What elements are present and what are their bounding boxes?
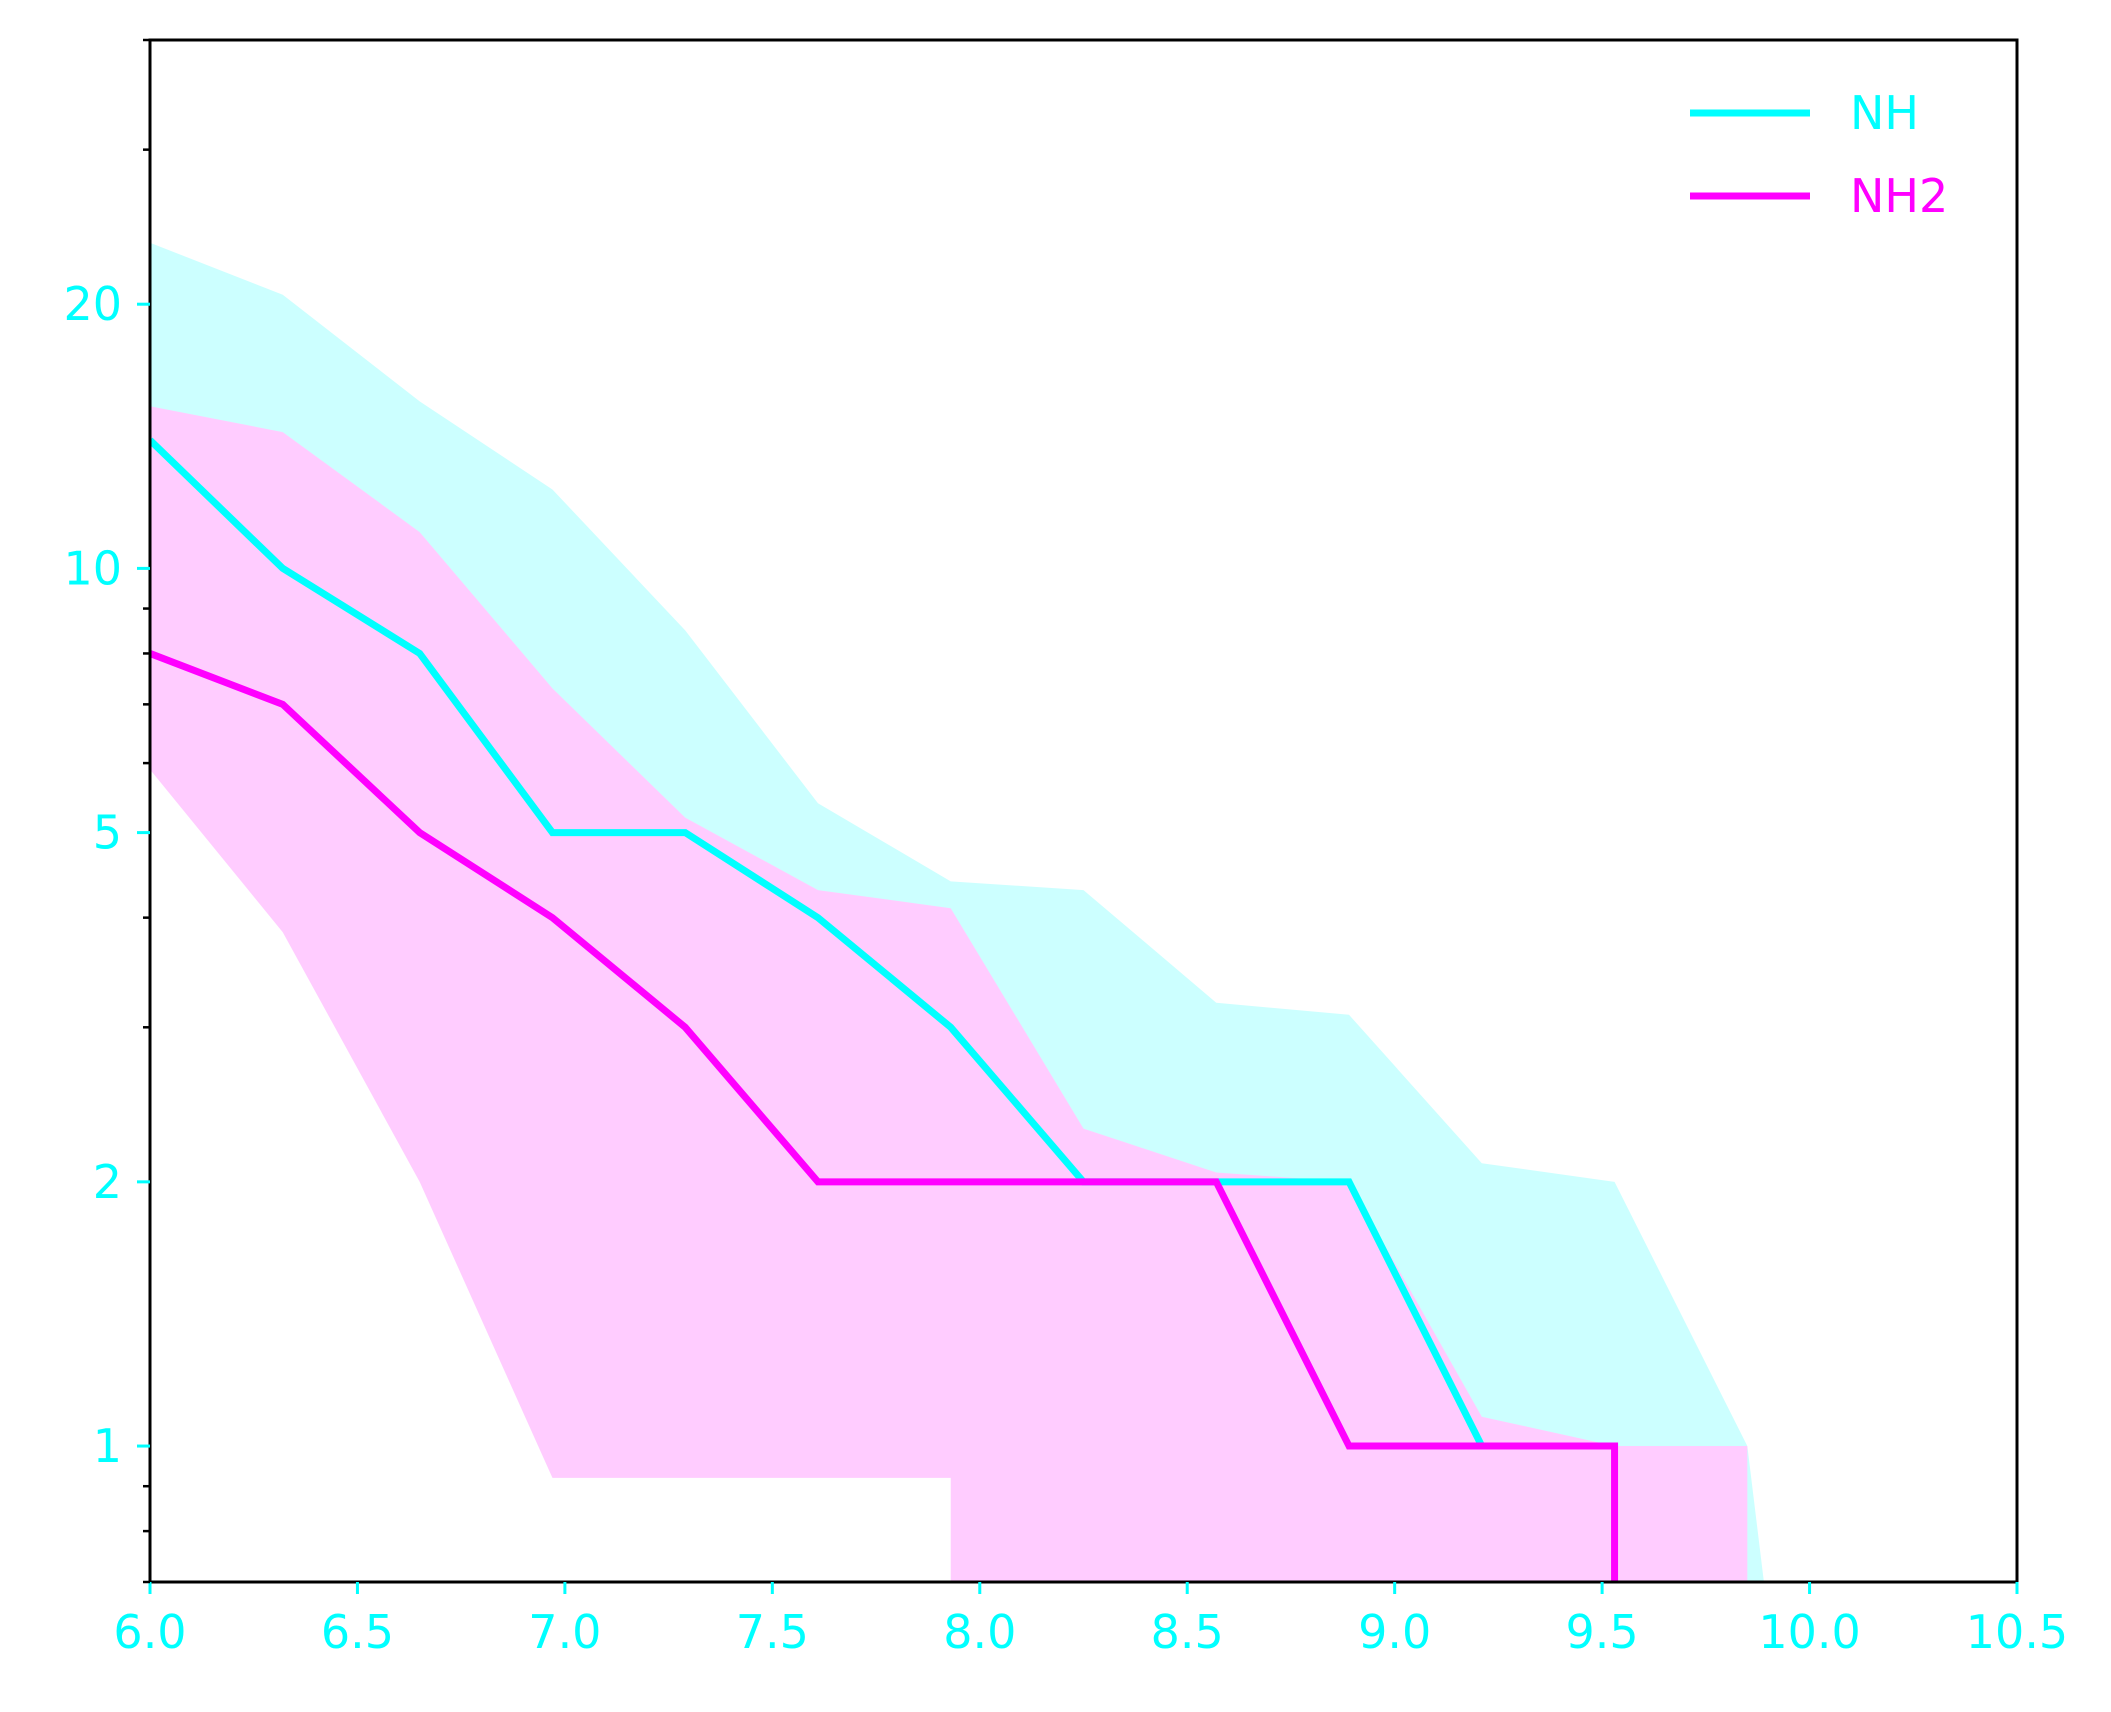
legend: NH NH2: [1690, 86, 1948, 223]
x-tick-label: 9.5: [1566, 1605, 1639, 1659]
plot-frame: [148, 38, 2019, 1584]
x-tick-label: 10.0: [1758, 1605, 1860, 1659]
legend-label-nh2: NH2: [1850, 169, 1948, 223]
x-tick-label: 7.0: [528, 1605, 601, 1659]
line-nh2: [150, 650, 1619, 1582]
y-axis: 1 2 5 10 20: [63, 38, 150, 1584]
band-nh2: [150, 406, 1748, 1582]
confidence-bands: [150, 242, 1764, 1582]
y-tick-label: 20: [63, 277, 122, 331]
x-tick-label: 7.5: [736, 1605, 809, 1659]
series-lines: [150, 437, 1619, 1582]
y-tick-label: 1: [93, 1419, 122, 1473]
x-axis: 6.0 6.5 7.0 7.5 8.0 8.5 9.0 9.5 10.0 10.5: [113, 1582, 2068, 1659]
x-tick-label: 8.0: [943, 1605, 1016, 1659]
x-tick-label: 6.5: [321, 1605, 394, 1659]
legend-label-nh: NH: [1850, 86, 1919, 140]
x-tick-label: 8.5: [1151, 1605, 1224, 1659]
y-tick-label: 5: [93, 806, 122, 860]
y-tick-label: 10: [63, 541, 122, 595]
band-nh: [150, 242, 1764, 1582]
x-tick-label: 10.5: [1966, 1605, 2068, 1659]
line-nh: [150, 437, 1485, 1448]
y-tick-label: 2: [93, 1155, 122, 1209]
x-tick-label: 6.0: [113, 1605, 186, 1659]
x-tick-label: 9.0: [1358, 1605, 1431, 1659]
